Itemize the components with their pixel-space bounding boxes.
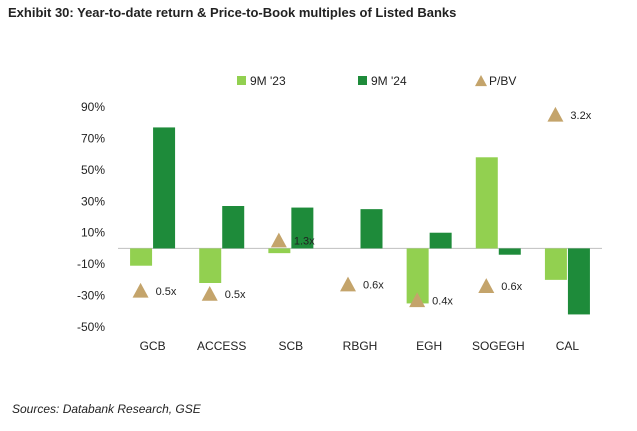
bars	[130, 127, 590, 315]
x-category-label: ACCESS	[197, 339, 246, 353]
pbv-label: 0.6x	[501, 281, 522, 293]
y-tick-label: -50%	[77, 320, 105, 334]
pbv-label: 0.5x	[225, 289, 246, 301]
pbv-marker	[132, 282, 149, 298]
pbv-label: 1.3x	[294, 236, 315, 248]
pbv-marker	[201, 286, 218, 301]
x-category-label: SOGEGH	[472, 339, 525, 353]
y-tick-label: -30%	[77, 289, 105, 303]
pbv-marker	[478, 278, 495, 293]
pbv-label: 0.4x	[432, 295, 453, 307]
pbv-marker	[547, 106, 564, 122]
pbv-label: 3.2x	[570, 110, 591, 122]
bar-9m-23	[406, 248, 429, 304]
pbv-label: 0.6x	[363, 280, 384, 292]
y-tick-label: 10%	[81, 226, 105, 240]
x-category-label: SCB	[279, 339, 304, 353]
pbv-marker	[409, 292, 426, 308]
bar-9m-24	[429, 232, 452, 249]
y-tick-label: 50%	[81, 163, 105, 177]
bar-9m-24	[153, 127, 176, 249]
bar-9m-23	[199, 248, 222, 283]
legend: 9M '23 9M '24 P/BV	[237, 74, 516, 88]
bar-9m-23	[130, 248, 153, 266]
source-note: Sources: Databank Research, GSE	[12, 402, 201, 416]
bar-9m-23	[268, 248, 291, 254]
legend-9m-23-label: 9M '23	[250, 74, 286, 88]
bar-9m-24	[567, 248, 590, 315]
y-tick-label: 90%	[81, 100, 105, 114]
x-category-label: RBGH	[343, 339, 378, 353]
legend-9m-24-label: 9M '24	[371, 74, 407, 88]
bar-9m-24	[222, 206, 245, 249]
y-axis: 90% 70% 50% 30% 10% -10% -30% -50%	[77, 100, 105, 334]
pbv-label: 0.5x	[156, 286, 177, 298]
bar-9m-23	[475, 157, 498, 249]
bar-9m-24	[291, 207, 314, 249]
y-tick-label: 70%	[81, 131, 105, 145]
pbv-marker	[270, 232, 287, 248]
x-category-label: CAL	[556, 339, 580, 353]
legend-9m-24-swatch	[358, 76, 367, 85]
chart-title: Exhibit 30: Year-to-date return & Price-…	[8, 5, 457, 20]
bar-9m-24	[498, 248, 521, 255]
legend-9m-23-swatch	[237, 76, 246, 85]
x-category-label: EGH	[416, 339, 442, 353]
x-category-label: GCB	[140, 339, 166, 353]
pbv-marker	[340, 276, 356, 292]
y-tick-label: 30%	[81, 194, 105, 208]
x-axis: GCB ACCESS SCB RBGH EGH SOGEGH CAL	[140, 339, 580, 353]
bar-9m-23	[544, 248, 567, 280]
bar-9m-24	[360, 209, 383, 249]
y-tick-label: -10%	[77, 257, 105, 271]
pbv-markers: 0.5x 0.5x 1.3x 0.6x 0.4x 0.6x 3.2x	[132, 106, 592, 308]
legend-pbv-label: P/BV	[489, 74, 516, 88]
legend-pbv-swatch	[475, 75, 487, 87]
